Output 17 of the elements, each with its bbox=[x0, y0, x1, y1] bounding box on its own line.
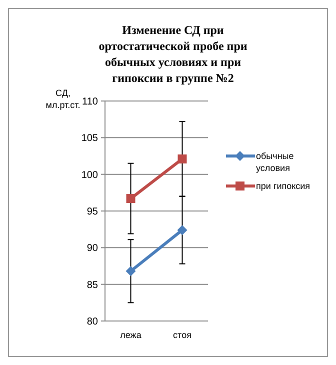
y-tick-label: 85 bbox=[86, 280, 98, 291]
chart-title: Изменение СД при ортостатической пробе при обычных условиях и при гипоксии в группе №2 bbox=[98, 23, 248, 85]
y-axis-title: СД, мл.рт.ст. bbox=[46, 88, 80, 110]
y-tick-label: 100 bbox=[81, 170, 98, 181]
x-tick-label: стоя bbox=[173, 330, 192, 340]
y-tick-label: 95 bbox=[86, 206, 98, 218]
x-tick-label: лежа bbox=[120, 330, 142, 340]
point bbox=[126, 194, 136, 204]
y-tick-label: 90 bbox=[86, 243, 98, 254]
point bbox=[178, 154, 187, 164]
point bbox=[177, 225, 188, 236]
y-tick-label: 80 bbox=[86, 316, 98, 328]
legend-label: при гипоксия bbox=[256, 181, 310, 191]
y-tick-label: 110 bbox=[82, 96, 98, 108]
y-tick-label: 105 bbox=[81, 133, 98, 144]
legend-label: обычные условия bbox=[256, 151, 294, 173]
point bbox=[126, 266, 136, 276]
